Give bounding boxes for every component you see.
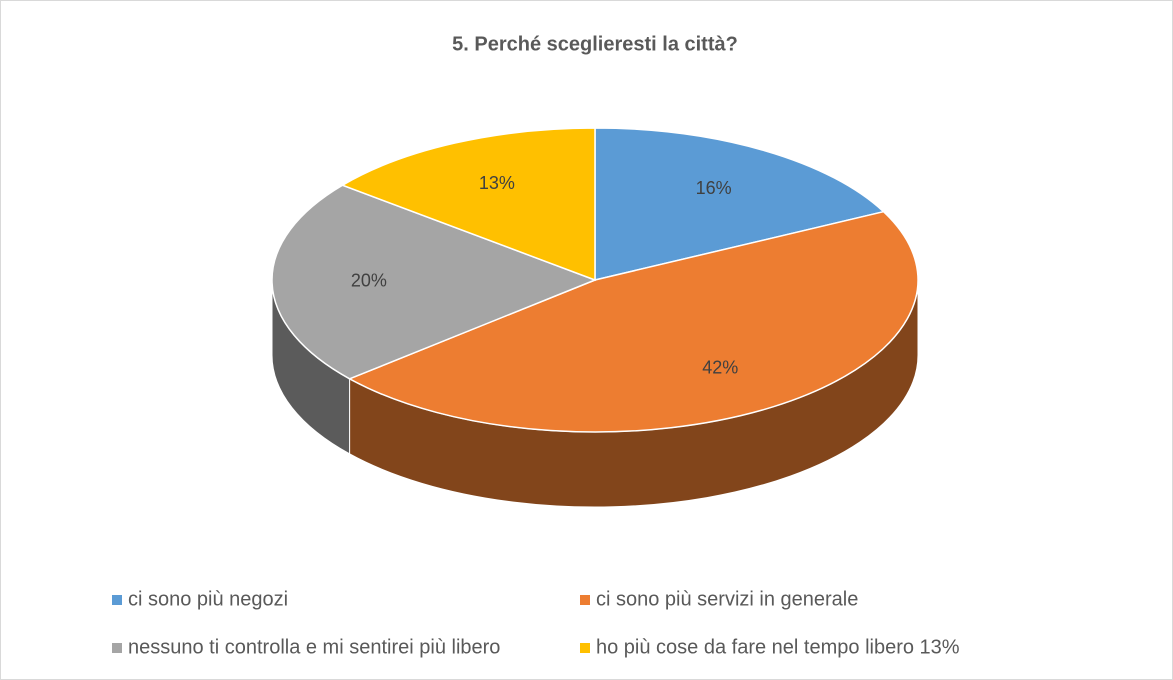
data-label: 42%: [702, 357, 738, 377]
slice: [594, 127, 886, 281]
legend-label: nessuno ti controlla e mi sentirei più l…: [128, 636, 500, 658]
slice: [271, 184, 598, 380]
data-label: 16%: [696, 178, 732, 198]
legend-swatch: [112, 643, 122, 653]
data-label: 20%: [351, 271, 387, 291]
legend-label: ho più cose da fare nel tempo libero 13%: [596, 636, 960, 658]
legend-swatch: [580, 643, 590, 653]
slice: [347, 210, 919, 433]
slice: [340, 127, 596, 282]
legend-label: ci sono più servizi in generale: [596, 588, 858, 610]
legend-label: ci sono più negozi: [128, 588, 288, 610]
legend-swatch: [580, 595, 590, 605]
chart-title: 5. Perché sceglieresti la città?: [452, 33, 738, 55]
legend-swatch: [112, 595, 122, 605]
data-label: 13%: [479, 173, 515, 193]
